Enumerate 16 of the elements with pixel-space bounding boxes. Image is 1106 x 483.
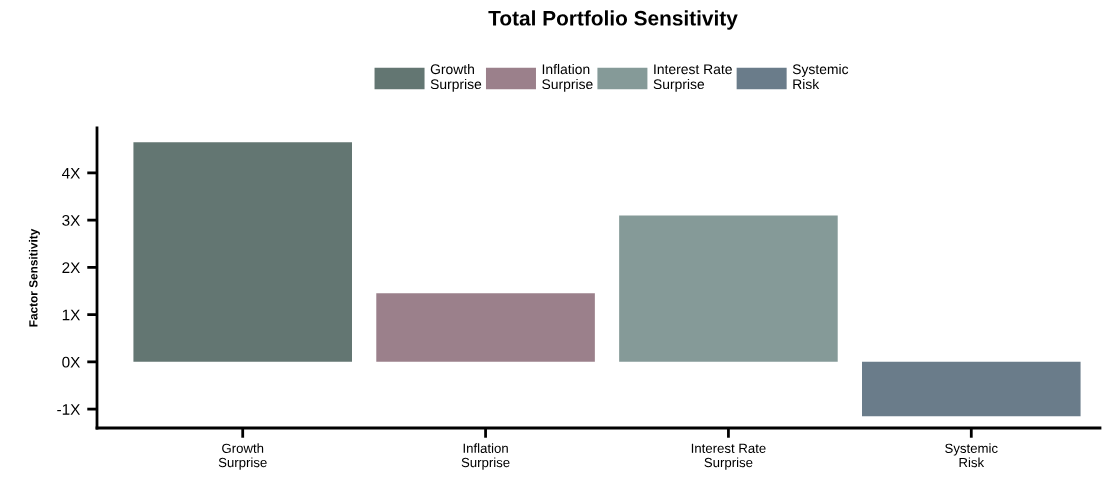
x-tick-label: Inflation Surprise [461,443,510,470]
legend-label: Inflation Surprise [542,63,593,92]
x-tick-label: Interest Rate Surprise [691,443,766,470]
y-axis-title: Factor Sensitivity [28,228,40,327]
legend-label: Growth Surprise [430,63,482,92]
x-tick-label: Systemic Risk [945,443,998,468]
y-tick-label: 4X [62,167,81,179]
y-tick-label: 0X [62,356,81,368]
y-tick-label: 2X [62,262,81,273]
x-tick-label: Growth Surprise [218,443,267,470]
legend-label: Systemic Risk [792,63,849,90]
y-tick-label: 3X [62,214,81,226]
chart-title: Total Portfolio Sensitivity [488,10,738,30]
legend-label: Interest Rate Surprise [653,64,732,92]
y-tick-label: 1X [62,309,81,321]
y-tick-label: -1X [57,404,81,415]
